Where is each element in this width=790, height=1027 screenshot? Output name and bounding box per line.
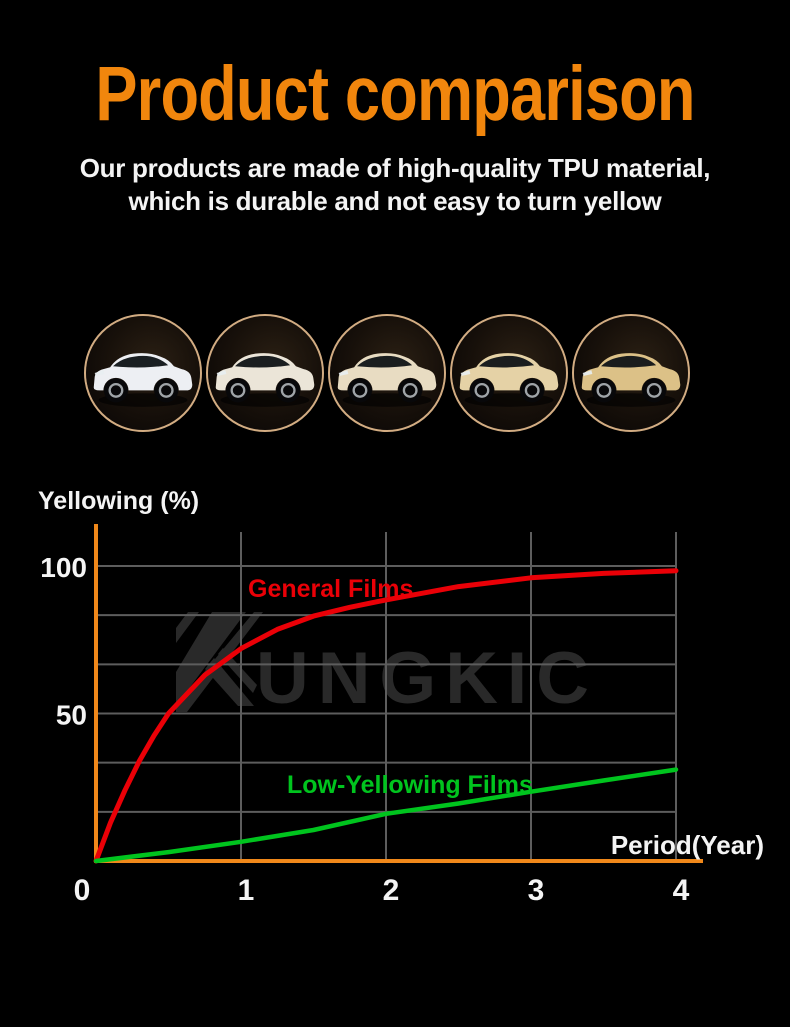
car-headlight: [216, 370, 227, 376]
front-wheel: [103, 378, 129, 403]
watermark-k-stripe: [176, 612, 246, 706]
rear-rim: [158, 382, 174, 398]
page-subtitle: Our products are made of high-quality TP…: [0, 152, 790, 218]
rear-wheel: [154, 378, 179, 403]
watermark-k-stripe: [176, 612, 199, 643]
front-rim: [230, 382, 246, 398]
rear-wheel: [520, 378, 545, 403]
y-tick-50: 50: [56, 700, 87, 731]
general-films-label: General Films: [248, 575, 413, 603]
front-wheel: [591, 378, 617, 403]
car-stage-figure: [328, 314, 446, 432]
car-photo-stage-2: [208, 316, 322, 430]
car-photo-stage-3: [330, 316, 444, 430]
subtitle-line-1: Our products are made of high-quality TP…: [79, 153, 711, 183]
low-yellowing-films-line: [93, 767, 679, 864]
rear-rim: [280, 382, 296, 398]
front-rim: [352, 382, 368, 398]
front-rim: [474, 382, 490, 398]
car-headlight: [338, 370, 349, 376]
car-windows: [235, 355, 291, 368]
subtitle-line-2: which is durable and not easy to turn ye…: [128, 186, 662, 216]
car-windows: [601, 355, 657, 368]
low-yellowing-films-label: Low-Yellowing Films: [287, 771, 533, 799]
x-tick-3: 3: [528, 874, 545, 907]
car-photo-stage-1: [86, 316, 200, 430]
car-stage-figure: [206, 314, 324, 432]
car-stage-figure: [450, 314, 568, 432]
car-headlight: [582, 370, 593, 376]
car-windows: [357, 355, 413, 368]
front-rim: [108, 382, 124, 398]
rear-rim: [646, 382, 662, 398]
car-yellowing-row: [84, 314, 690, 432]
chart-gridlines: [96, 532, 677, 861]
watermark-logo: UNGKIC: [176, 612, 598, 719]
rear-rim: [402, 382, 418, 398]
yellowing-chart: Yellowing (%) UNGKIC General Films Low-Y…: [38, 487, 764, 907]
car-headlight: [94, 370, 105, 376]
rear-rim: [524, 382, 540, 398]
watermark-letters: UNGKIC: [256, 638, 598, 719]
car-stage-figure: [84, 314, 202, 432]
car-windows: [113, 355, 169, 368]
car-photo-stage-4: [452, 316, 566, 430]
x-tick-4: 4: [673, 874, 690, 907]
x-tick-2: 2: [383, 874, 400, 907]
rear-wheel: [276, 378, 301, 403]
x-axis-title: Period(Year): [611, 830, 764, 860]
x-tick-0: 0: [74, 874, 91, 907]
front-wheel: [347, 378, 373, 403]
page-title: Product comparison: [95, 51, 695, 137]
general-films-line: [93, 568, 679, 864]
car-headlight: [460, 370, 471, 376]
front-wheel: [469, 378, 495, 403]
car-windows: [479, 355, 535, 368]
rear-wheel: [642, 378, 667, 403]
front-wheel: [225, 378, 251, 403]
x-tick-1: 1: [238, 874, 255, 907]
car-photo-stage-5: [574, 316, 688, 430]
y-tick-100: 100: [40, 552, 87, 583]
front-rim: [596, 382, 612, 398]
rear-wheel: [398, 378, 423, 403]
y-axis-title: Yellowing (%): [38, 487, 199, 515]
car-stage-figure: [572, 314, 690, 432]
